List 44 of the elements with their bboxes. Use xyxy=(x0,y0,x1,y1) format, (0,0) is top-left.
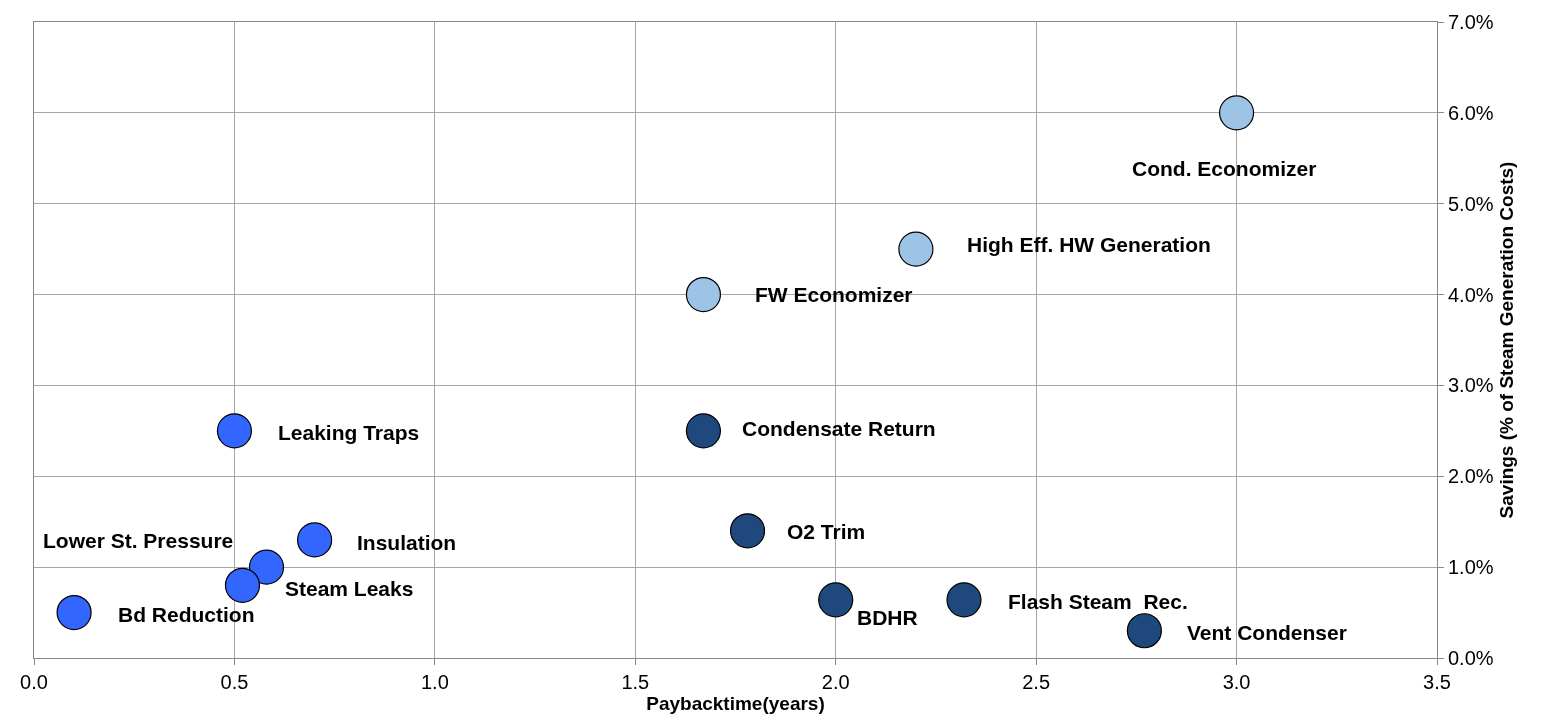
annotation: O2 Trim xyxy=(787,520,866,543)
annotation: Insulation xyxy=(357,531,457,554)
y-tick-label: 6.0% xyxy=(1448,101,1494,124)
point xyxy=(946,582,982,618)
annotation: Vent Condenser xyxy=(1187,621,1347,644)
y-tick-label: 4.0% xyxy=(1448,283,1494,306)
point xyxy=(818,582,854,618)
point xyxy=(685,276,722,313)
annotation: Lower St. Pressure xyxy=(43,529,234,552)
x-tick-label: 3.0 xyxy=(1222,671,1251,693)
point xyxy=(898,231,934,267)
y-axis-title: Savings (% of Steam Generation Costs) xyxy=(1495,161,1517,519)
annotation: Cond. Economizer xyxy=(1132,157,1317,180)
point xyxy=(224,567,261,603)
annotation: Bd Reduction xyxy=(118,603,255,626)
annotation: High Eff. HW Generation xyxy=(967,233,1211,256)
x-tick-label: 2.0 xyxy=(821,671,850,693)
point xyxy=(56,594,92,631)
x-tick-label: 3.5 xyxy=(1423,671,1451,693)
y-tick-label: 3.0% xyxy=(1448,374,1494,397)
point xyxy=(297,522,333,558)
annotation: Condensate Return xyxy=(742,417,936,440)
annotation: FW Economizer xyxy=(755,283,913,306)
point xyxy=(248,549,285,585)
y-tick-label: 1.0% xyxy=(1448,556,1494,579)
point xyxy=(685,413,722,449)
annotation: BDHR xyxy=(857,606,918,629)
x-axis-title: Paybacktime(years) xyxy=(646,693,825,714)
y-tick-label: 5.0% xyxy=(1448,192,1494,215)
x-tick-label: 0.5 xyxy=(220,671,249,693)
y-tick-label: 2.0% xyxy=(1448,465,1494,488)
y-tick-label: 7.0% xyxy=(1448,11,1494,33)
point xyxy=(216,413,253,449)
x-tick-label: 1.5 xyxy=(621,671,650,693)
annotation: Leaking Traps xyxy=(278,421,420,444)
point xyxy=(1126,613,1162,649)
annotation: Steam Leaks xyxy=(285,577,414,600)
point xyxy=(729,513,766,549)
x-tick-label: 0.0 xyxy=(20,671,48,693)
x-tick-label: 2.5 xyxy=(1022,671,1051,693)
y-tick-label: 0.0% xyxy=(1448,647,1494,669)
point xyxy=(1218,95,1255,131)
annotation: Flash Steam Rec. xyxy=(1008,590,1188,613)
x-tick-label: 1.0 xyxy=(420,671,449,693)
